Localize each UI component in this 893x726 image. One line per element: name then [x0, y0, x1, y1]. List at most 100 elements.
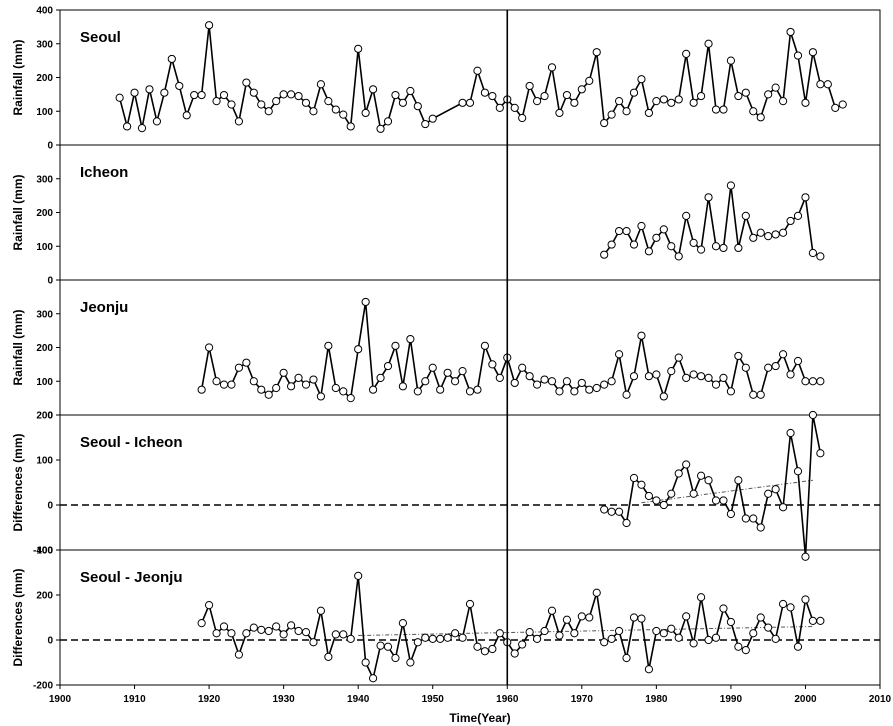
- data-point: [629, 613, 639, 622]
- data-point: [637, 221, 646, 231]
- data-point: [242, 78, 251, 87]
- data-point: [741, 88, 750, 97]
- data-point: [219, 622, 229, 631]
- data-point: [518, 363, 527, 372]
- data-point: [249, 377, 258, 386]
- x-tick-label: 2000: [794, 694, 817, 705]
- data-point: [264, 390, 273, 399]
- data-point: [816, 377, 825, 386]
- data-point: [532, 380, 542, 389]
- data-point: [398, 382, 408, 391]
- data-point: [264, 626, 273, 636]
- data-point: [361, 658, 370, 667]
- data-point: [458, 367, 467, 376]
- data-point: [726, 509, 736, 519]
- data-point: [689, 238, 698, 247]
- data-point: [167, 54, 176, 64]
- data-point: [480, 341, 490, 350]
- y-axis-label: Rainfall (mm): [11, 309, 25, 385]
- y-tick-label: 200: [36, 343, 53, 354]
- data-point: [450, 629, 460, 638]
- data-point: [488, 91, 497, 101]
- data-point: [130, 88, 139, 97]
- data-point: [391, 341, 400, 350]
- data-point: [227, 100, 236, 109]
- data-point: [614, 626, 624, 636]
- data-point: [309, 638, 318, 647]
- data-point: [421, 377, 430, 386]
- data-point: [525, 372, 534, 381]
- data-point: [331, 630, 340, 639]
- data-point: [428, 363, 437, 372]
- data-point: [607, 634, 616, 643]
- data-point: [339, 387, 348, 396]
- data-point: [614, 507, 624, 516]
- data-point: [570, 98, 579, 107]
- data-point: [764, 623, 773, 632]
- data-point: [301, 380, 311, 389]
- data-point: [719, 373, 728, 382]
- x-tick-label: 1950: [422, 694, 445, 705]
- data-point: [346, 122, 355, 131]
- data-point: [152, 117, 162, 126]
- data-point: [532, 634, 542, 643]
- data-point: [682, 211, 691, 220]
- y-tick-label: 100: [36, 456, 53, 467]
- data-point: [294, 373, 303, 382]
- data-point: [719, 496, 728, 505]
- data-point: [570, 629, 579, 638]
- data-point: [808, 377, 818, 386]
- data-point: [242, 629, 251, 638]
- data-point: [682, 460, 691, 469]
- data-point: [406, 334, 415, 344]
- data-point: [421, 119, 430, 129]
- data-point: [704, 39, 713, 48]
- data-point: [816, 80, 825, 89]
- data-point: [667, 242, 676, 251]
- x-tick-label: 1910: [123, 694, 146, 705]
- data-point: [622, 518, 631, 528]
- data-point: [629, 240, 639, 249]
- data-point: [689, 489, 698, 498]
- data-point: [294, 626, 303, 636]
- data-point: [614, 97, 624, 106]
- data-point: [726, 181, 736, 190]
- data-point: [711, 496, 721, 505]
- x-tick-label: 1990: [720, 694, 743, 705]
- data-point: [734, 642, 743, 651]
- data-point: [771, 230, 780, 239]
- data-point: [749, 233, 758, 242]
- x-tick-label: 1960: [496, 694, 519, 705]
- data-point: [696, 245, 706, 254]
- panel-frame: [59, 414, 881, 551]
- data-point: [801, 98, 810, 107]
- data-point: [547, 606, 557, 615]
- data-point: [734, 243, 743, 253]
- data-point: [398, 619, 408, 628]
- data-point: [488, 360, 497, 369]
- y-tick-label: -200: [33, 681, 53, 692]
- data-point: [734, 476, 743, 485]
- data-point: [801, 552, 810, 561]
- data-point: [614, 226, 624, 236]
- y-tick-label: 0: [47, 276, 53, 287]
- data-point: [592, 48, 601, 57]
- data-point: [354, 44, 363, 53]
- data-point: [637, 480, 646, 489]
- data-point: [659, 392, 668, 401]
- x-tick-label: 1940: [347, 694, 370, 705]
- data-point: [749, 390, 758, 399]
- data-point: [465, 98, 475, 107]
- data-point: [197, 90, 206, 100]
- data-point: [473, 66, 482, 75]
- data-point: [532, 97, 542, 106]
- y-tick-label: -100: [33, 546, 53, 557]
- data-point: [294, 91, 303, 101]
- data-point: [644, 665, 654, 674]
- data-point: [331, 105, 340, 114]
- data-point: [637, 331, 646, 340]
- y-tick-label: 100: [36, 107, 53, 118]
- data-point: [756, 523, 765, 532]
- data-point: [711, 242, 721, 251]
- data-point: [808, 248, 818, 258]
